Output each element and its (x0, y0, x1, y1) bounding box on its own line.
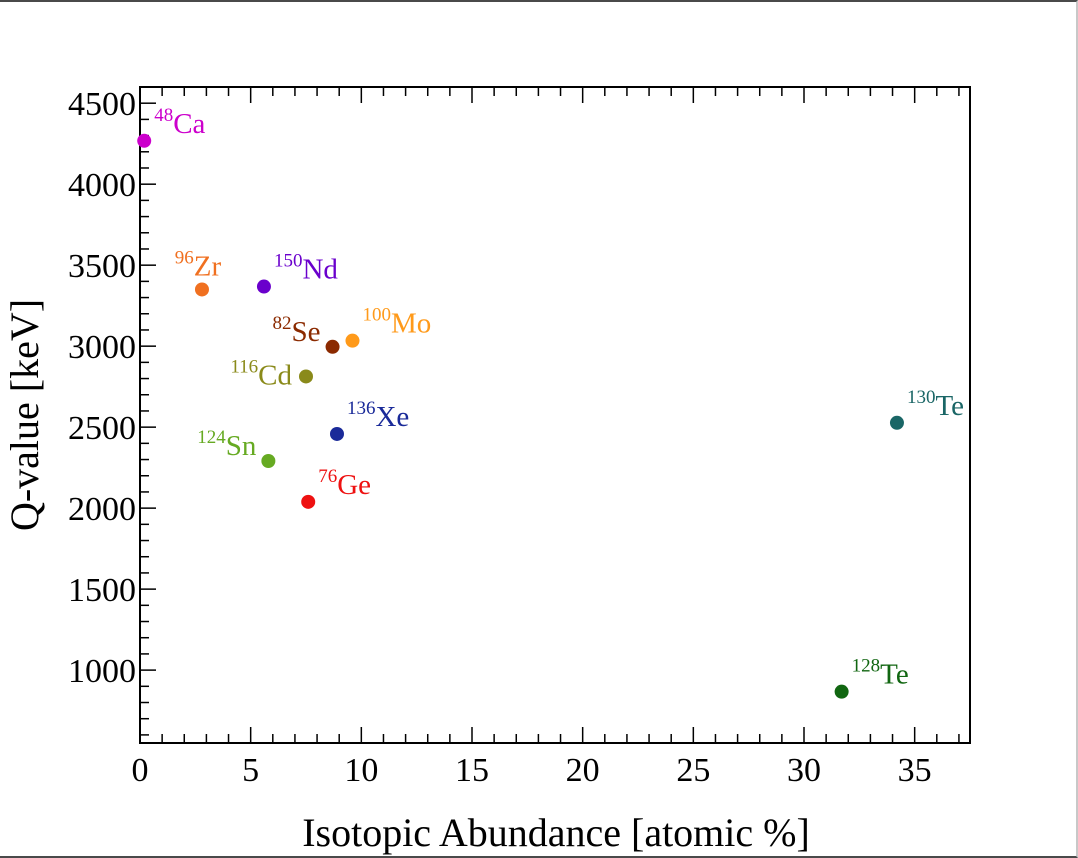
point-label-128te: 128Te (852, 656, 909, 691)
point-labels: 48Ca 96Zr 150Nd 82Se 100Mo 116Cd 136Xe 124Sn 76G… (154, 105, 964, 691)
data-point-82se (325, 339, 340, 354)
y-tick-label: 3500 (68, 248, 136, 285)
point-label-116cd: 116Cd (230, 356, 292, 391)
x-tick-label: 5 (242, 752, 259, 789)
plot-frame (139, 86, 971, 744)
y-tick-label: 1000 (68, 653, 136, 690)
x-tick-label: 15 (455, 752, 489, 789)
axis-ticks (139, 86, 960, 743)
point-label-96zr: 96Zr (175, 247, 222, 282)
x-tick-label: 35 (898, 752, 932, 789)
x-tick-label: 25 (676, 752, 710, 789)
data-point-48ca (137, 133, 152, 148)
data-point-150nd (256, 279, 271, 294)
x-tick-labels: 0 5 10 15 20 25 30 35 (132, 752, 932, 789)
x-tick-label: 20 (566, 752, 600, 789)
x-tick-label: 0 (132, 752, 149, 789)
point-label-82se: 82Se (273, 313, 321, 348)
data-point-100mo (345, 333, 360, 348)
data-point-124sn (261, 454, 276, 469)
y-tick-label: 4500 (68, 86, 136, 123)
x-tick-label: 10 (344, 752, 378, 789)
y-tick-labels: 1000 1500 2000 2500 3000 3500 4000 4500 (68, 86, 136, 690)
data-point-96zr (194, 282, 209, 297)
y-axis-title: Q-value [keV] (2, 299, 47, 531)
y-tick-label: 4000 (68, 167, 136, 204)
data-point-116cd (299, 369, 313, 384)
x-axis-title: Isotopic Abundance [atomic %] (302, 810, 810, 855)
data-point-136xe (329, 426, 344, 441)
data-point-130te (889, 415, 904, 430)
y-tick-label: 2500 (68, 410, 136, 447)
point-label-130te: 130Te (907, 387, 964, 422)
data-point-76ge (301, 494, 316, 509)
x-tick-label: 30 (787, 752, 821, 789)
point-label-136xe: 136Xe (347, 398, 409, 433)
data-point-128te (834, 684, 849, 699)
y-tick-label: 2000 (68, 491, 136, 528)
data-points (137, 133, 904, 699)
point-label-150nd: 150Nd (274, 251, 338, 286)
point-label-48ca: 48Ca (154, 105, 205, 140)
point-label-76ge: 76Ge (318, 466, 371, 501)
point-label-100mo: 100Mo (362, 305, 431, 340)
y-tick-label: 1500 (68, 572, 136, 609)
y-tick-label: 3000 (68, 329, 136, 366)
point-label-124sn: 124Sn (197, 427, 257, 462)
